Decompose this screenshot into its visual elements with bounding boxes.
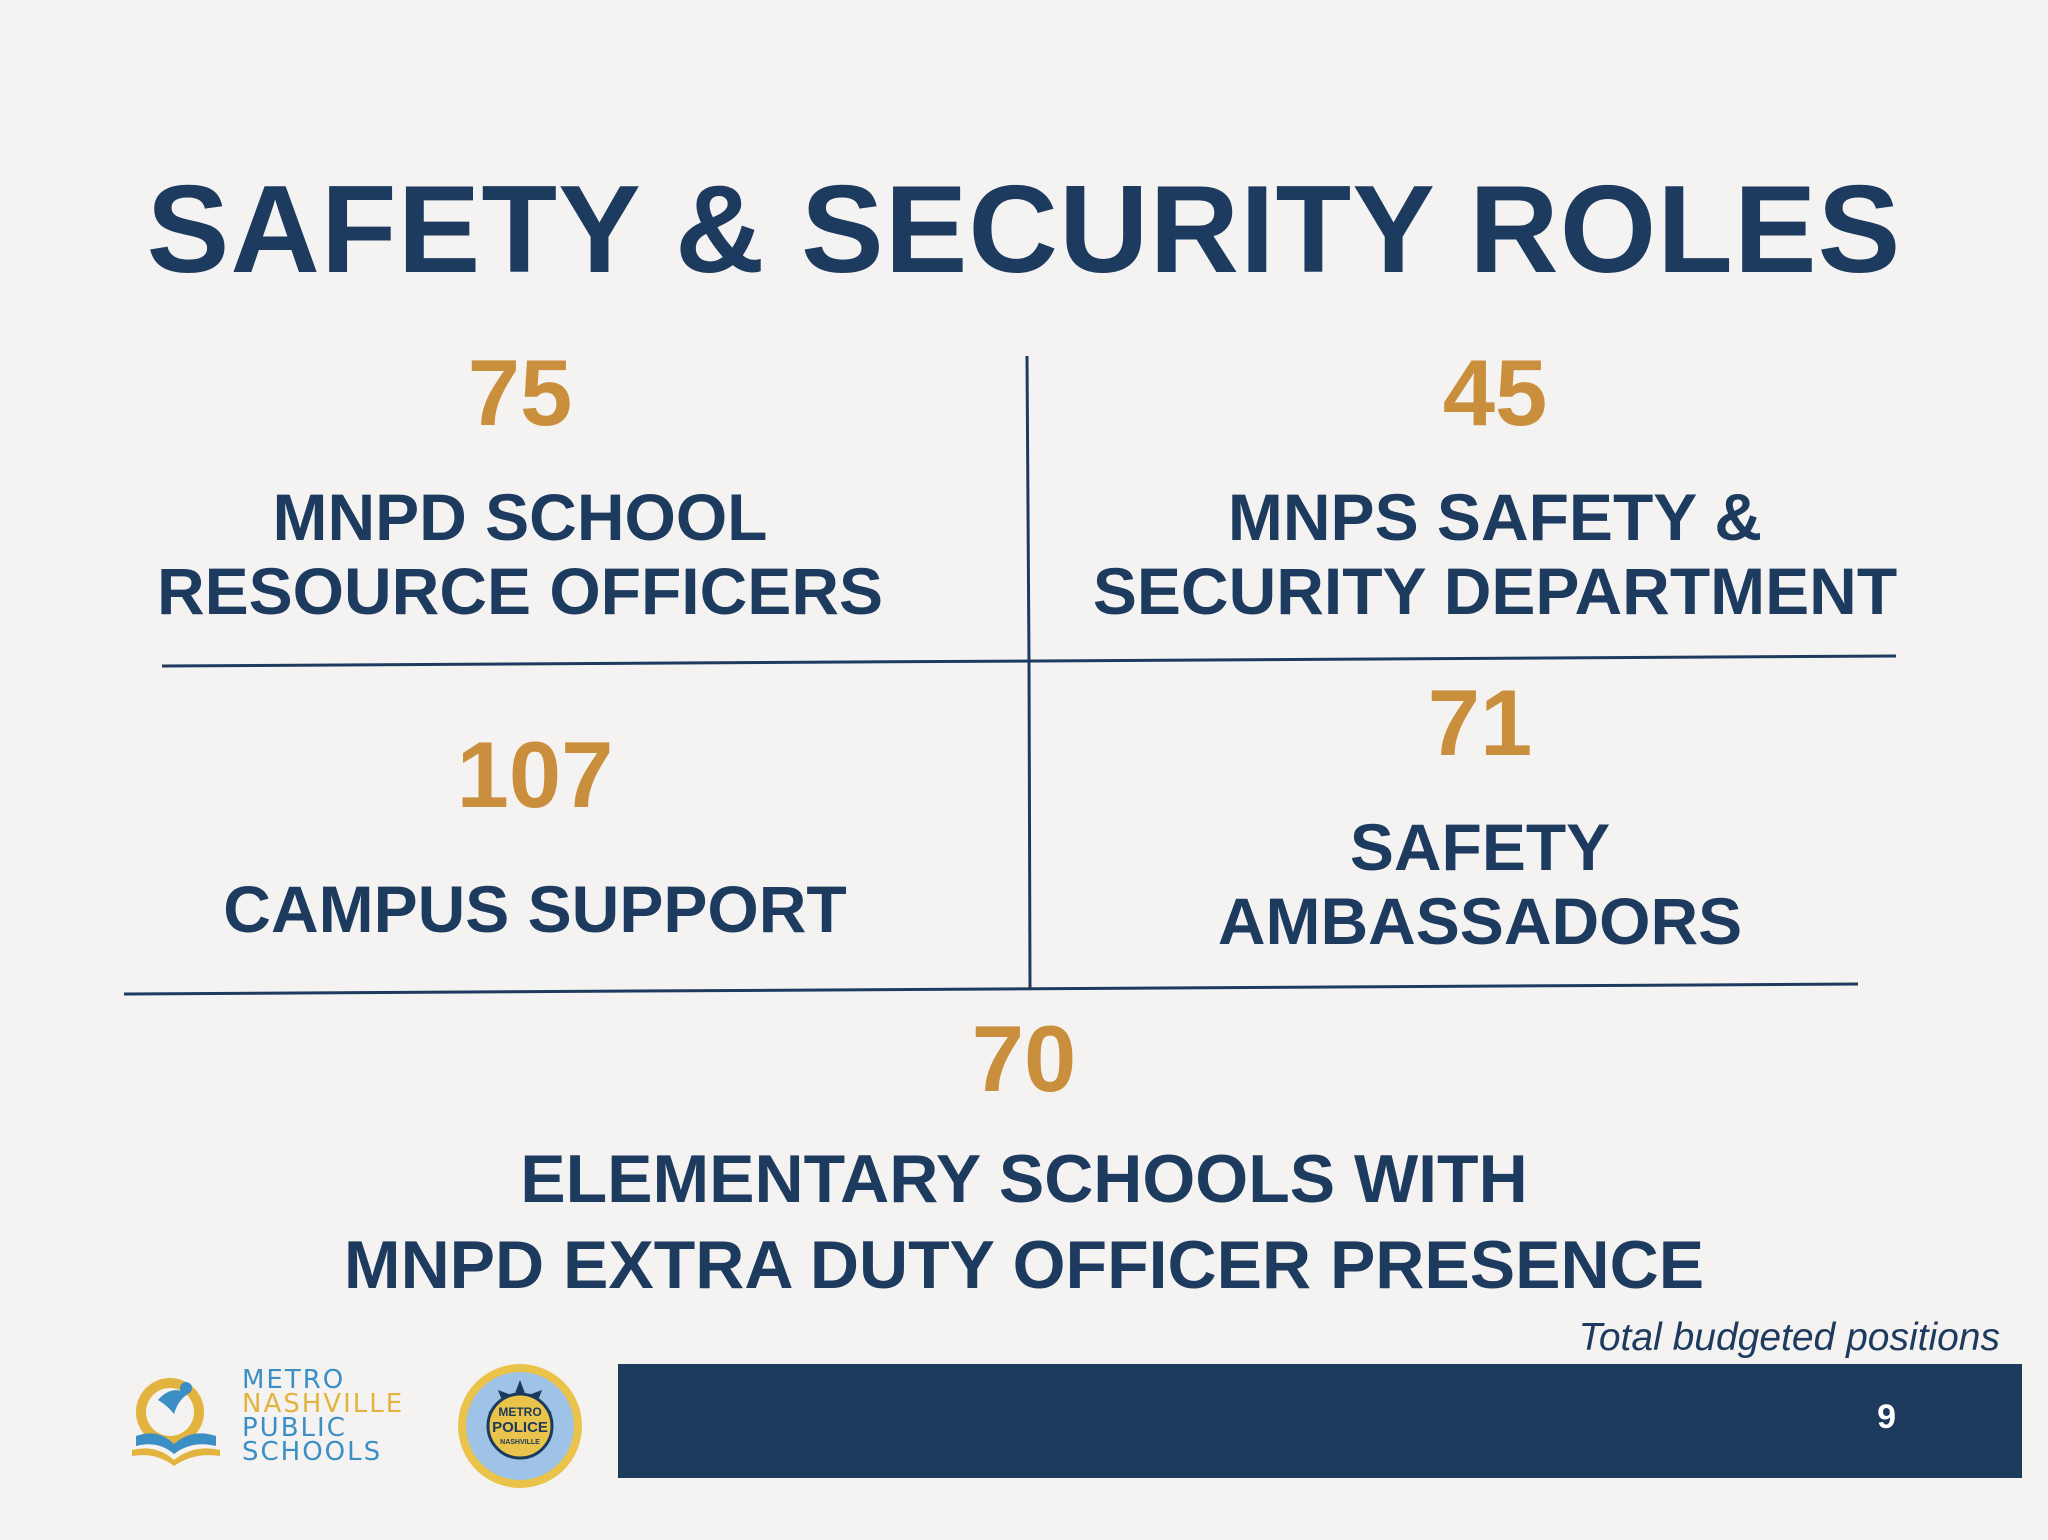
mnps-wordmark-line: PUBLIC [242,1413,347,1443]
stat-mnpd-school-resource-officers: 75 MNPD SCHOOL RESOURCE OFFICERS [120,340,920,629]
stat-label-line: CAMPUS SUPPORT [223,872,847,946]
stat-label: SAFETY AMBASSADORS [1080,810,1880,958]
mnps-wordmark-line: NASHVILLE [242,1389,405,1419]
mnps-wordmark-line: SCHOOLS [242,1437,383,1467]
stat-value: 107 [456,722,614,827]
stat-value: 70 [971,1006,1077,1111]
vertical-divider-bottom [1027,661,1032,989]
open-book-figure-icon [132,1378,220,1466]
svg-text:NASHVILLE: NASHVILLE [500,1439,540,1446]
horizontal-divider-middle [161,654,1897,668]
stat-label-line: ELEMENTARY SCHOOLS WITH [520,1141,1528,1217]
mnps-wordmark-line: METRO [242,1365,346,1395]
stat-label: ELEMENTARY SCHOOLS WITH MNPD EXTRA DUTY … [224,1136,1824,1308]
stat-mnps-safety-security-department: 45 MNPS SAFETY & SECURITY DEPARTMENT [1080,340,1910,629]
horizontal-divider-lower [123,982,1859,996]
stat-label-line: AMBASSADORS [1217,884,1743,958]
svg-text:POLICE: POLICE [492,1419,548,1436]
page-number: 9 [1877,1398,1896,1436]
vertical-divider-top [1025,355,1031,663]
footnote-total-budgeted: Total budgeted positions [1578,1316,2000,1359]
mnps-wordmark: METRO NASHVILLE PUBLIC SCHOOLS [242,1365,405,1467]
stat-label-line: SECURITY DEPARTMENT [1092,554,1898,628]
slide-title: SAFETY & SECURITY ROLES [146,161,1902,299]
stat-value: 45 [1442,340,1548,445]
stat-label: CAMPUS SUPPORT [130,872,940,946]
stat-label-line: RESOURCE OFFICERS [156,554,884,628]
svg-text:METRO: METRO [498,1405,541,1419]
stat-campus-support: 107 CAMPUS SUPPORT [130,722,940,947]
footer-bar: 9 [618,1364,2022,1478]
stat-elementary-schools-extra-duty: 70 ELEMENTARY SCHOOLS WITH MNPD EXTRA DU… [224,1012,1824,1308]
stat-label-line: SAFETY [1349,810,1611,884]
stat-label-line: MNPS SAFETY & [1227,480,1763,554]
stat-value: 71 [1427,670,1533,775]
mnps-logo: METRO NASHVILLE PUBLIC SCHOOLS [128,1365,428,1480]
police-badge-icon: METRO POLICE NASHVILLE [458,1364,582,1488]
stat-safety-ambassadors: 71 SAFETY AMBASSADORS [1080,670,1880,959]
stat-label-line: MNPD EXTRA DUTY OFFICER PRESENCE [343,1227,1705,1303]
stat-value: 75 [467,340,573,445]
stat-label: MNPS SAFETY & SECURITY DEPARTMENT [1080,480,1910,628]
stat-label-line: MNPD SCHOOL [272,480,768,554]
stat-label: MNPD SCHOOL RESOURCE OFFICERS [120,480,920,628]
